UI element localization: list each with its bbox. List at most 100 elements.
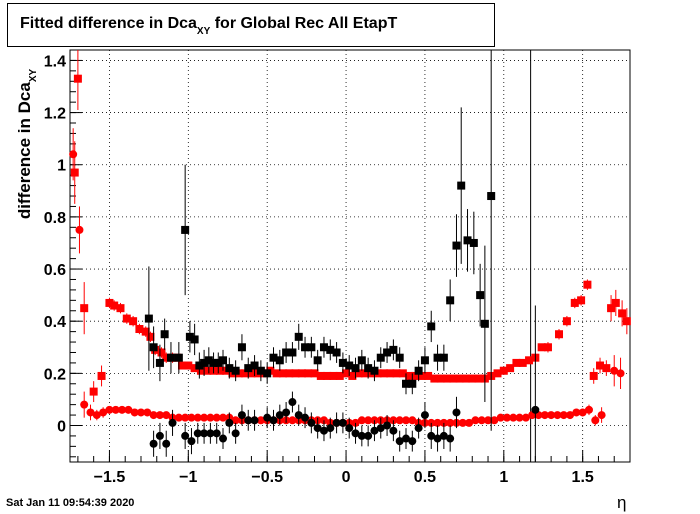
data-point <box>288 398 297 407</box>
data-point <box>143 408 152 417</box>
data-point <box>244 416 253 425</box>
data-point <box>596 361 605 370</box>
data-point <box>332 348 341 357</box>
data-point <box>155 411 164 420</box>
data-point <box>338 418 347 427</box>
data-point <box>310 369 319 378</box>
data-point <box>209 358 218 367</box>
data-point <box>351 429 360 438</box>
data-point <box>446 434 455 443</box>
data-point <box>269 416 278 425</box>
data-point <box>543 343 552 352</box>
data-point <box>250 361 259 370</box>
data-point <box>360 369 369 378</box>
data-point <box>449 374 458 383</box>
data-point <box>193 429 202 438</box>
data-point <box>487 192 496 201</box>
data-point <box>547 411 556 420</box>
data-point <box>294 411 303 420</box>
x-tick-label: −0.5 <box>251 469 283 486</box>
data-point <box>174 413 183 422</box>
data-point <box>468 374 477 383</box>
data-point <box>193 413 202 422</box>
data-point <box>591 416 600 425</box>
data-point <box>155 358 164 367</box>
data-point <box>455 374 464 383</box>
data-point <box>278 369 287 378</box>
data-point <box>408 379 417 388</box>
data-point <box>342 369 351 378</box>
datestamp: Sat Jan 11 09:54:39 2020 <box>6 497 135 509</box>
data-point <box>348 371 357 380</box>
data-point <box>583 280 592 289</box>
data-point <box>471 416 480 425</box>
data-point <box>570 298 579 307</box>
data-point <box>389 426 398 435</box>
data-point <box>149 439 158 448</box>
data-point <box>219 413 228 422</box>
data-point <box>301 343 310 352</box>
data-point <box>383 348 392 357</box>
data-point <box>610 366 619 375</box>
data-point <box>149 343 158 352</box>
data-point <box>509 413 518 422</box>
data-point <box>540 411 549 420</box>
data-point <box>149 411 158 420</box>
data-point <box>490 416 499 425</box>
data-point <box>80 304 89 313</box>
data-point <box>395 353 404 362</box>
data-point <box>282 348 291 357</box>
data-point <box>386 369 395 378</box>
data-point <box>181 431 190 440</box>
data-point <box>307 418 316 427</box>
data-point <box>212 429 221 438</box>
x-tick-label: −1.5 <box>94 469 126 486</box>
data-point <box>187 437 196 446</box>
data-point <box>430 374 439 383</box>
data-point <box>231 416 240 425</box>
data-point <box>395 437 404 446</box>
data-point <box>200 429 209 438</box>
data-point <box>618 309 627 318</box>
data-point <box>395 416 404 425</box>
data-point <box>463 236 472 245</box>
data-point <box>184 361 193 370</box>
data-point <box>215 366 224 375</box>
data-point <box>502 413 511 422</box>
data-point <box>297 369 306 378</box>
data-point <box>80 400 89 409</box>
data-point <box>291 369 300 378</box>
data-point <box>357 416 366 425</box>
data-point <box>124 405 133 414</box>
data-point <box>116 304 125 313</box>
data-point <box>559 411 568 420</box>
data-point <box>294 332 303 341</box>
data-point <box>247 369 256 378</box>
data-point <box>357 356 366 365</box>
y-tick-label: 1.2 <box>44 106 66 123</box>
data-point <box>420 356 429 365</box>
plot-frame <box>69 49 631 463</box>
data-point <box>225 418 234 427</box>
y-tick-label: 1.4 <box>44 53 66 70</box>
data-point <box>427 431 436 440</box>
data-point <box>196 366 205 375</box>
data-point <box>181 225 190 234</box>
data-point <box>256 366 265 375</box>
data-point <box>446 296 455 305</box>
y-tick-label: 0 <box>57 418 66 435</box>
data-point <box>370 426 379 435</box>
data-point <box>452 408 461 417</box>
data-point <box>69 150 78 159</box>
data-point <box>433 353 442 362</box>
data-point <box>323 371 332 380</box>
data-point <box>316 371 325 380</box>
data-point <box>589 371 598 380</box>
data-point <box>521 413 530 422</box>
data-point <box>577 296 586 305</box>
data-point <box>417 371 426 380</box>
data-point <box>313 424 322 433</box>
data-point <box>465 418 474 427</box>
data-point <box>515 413 524 422</box>
y-tick-label: 0.8 <box>44 210 66 227</box>
